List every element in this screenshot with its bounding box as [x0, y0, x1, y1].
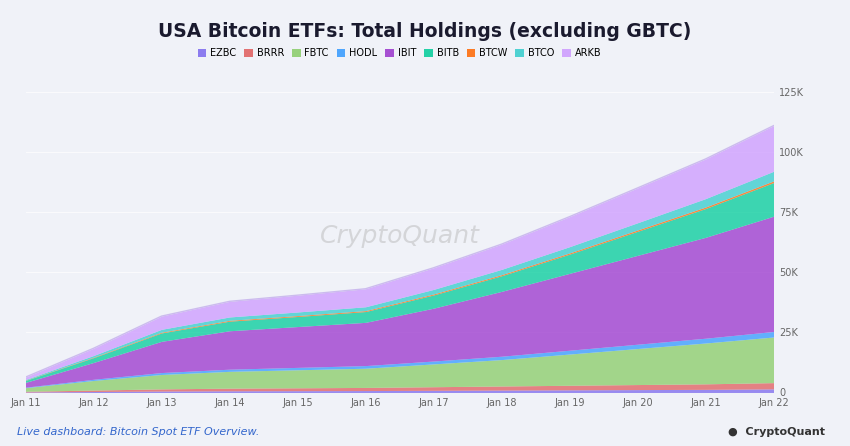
Legend: EZBC, BRRR, FBTC, HODL, IBIT, BITB, BTCW, BTCO, ARKB: EZBC, BRRR, FBTC, HODL, IBIT, BITB, BTCW…: [194, 45, 605, 62]
Text: CryptoQuant: CryptoQuant: [320, 224, 479, 248]
Text: ●  CryptoQuant: ● CryptoQuant: [728, 427, 824, 437]
Text: USA Bitcoin ETFs: Total Holdings (excluding GBTC): USA Bitcoin ETFs: Total Holdings (exclud…: [158, 22, 692, 41]
Text: Live dashboard: Bitcoin Spot ETF Overview.: Live dashboard: Bitcoin Spot ETF Overvie…: [17, 427, 259, 437]
